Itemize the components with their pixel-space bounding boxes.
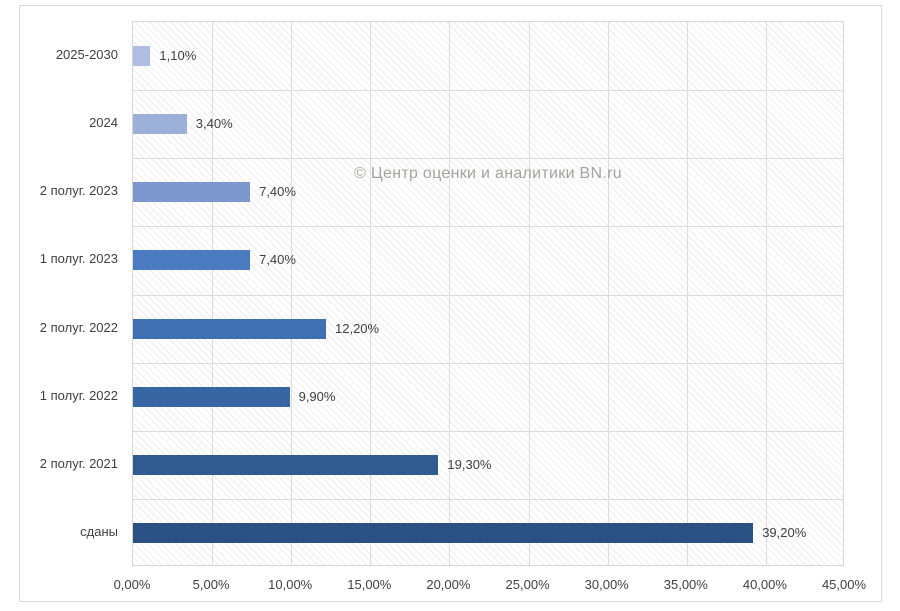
vertical-gridline <box>212 22 214 565</box>
chart-frame: © Центр оценки и аналитики BN.ru 1,10% 3,4… <box>19 5 882 602</box>
x-tick-label: 10,00% <box>268 577 313 592</box>
horizontal-gridline <box>133 362 843 364</box>
bar-2024 <box>133 114 187 135</box>
x-tick-label: 45,00% <box>821 577 867 592</box>
value-label: 7,40% <box>259 184 296 200</box>
x-tick-label: 25,00% <box>505 577 550 592</box>
horizontal-gridline <box>133 294 843 296</box>
vertical-gridline <box>370 22 372 565</box>
category-label: 2 полуг. 2021 <box>39 455 118 471</box>
category-label: 1 полуг. 2023 <box>39 251 118 267</box>
bar-2025-2030 <box>133 46 151 67</box>
bar-1-полуг-2022 <box>133 386 290 407</box>
bar-2-полуг-2022 <box>133 318 326 339</box>
vertical-gridline <box>607 22 609 565</box>
horizontal-gridline <box>133 498 843 500</box>
horizontal-gridline <box>133 90 843 92</box>
category-label: 2 полуг. 2023 <box>39 183 118 199</box>
horizontal-gridline <box>133 430 843 432</box>
value-label: 39,20% <box>762 524 807 540</box>
category-label: 2024 <box>89 115 118 131</box>
vertical-gridline <box>528 22 530 565</box>
x-tick-label: 5,00% <box>192 577 230 592</box>
value-label: 7,40% <box>259 252 296 268</box>
value-label: 12,20% <box>335 320 380 336</box>
bar-2-полуг-2021 <box>133 454 439 475</box>
x-tick-label: 30,00% <box>584 577 629 592</box>
vertical-gridline <box>765 22 767 565</box>
x-tick-label: 20,00% <box>426 577 471 592</box>
category-label: сданы <box>80 523 118 539</box>
horizontal-gridline <box>133 158 843 160</box>
category-label: 1 полуг. 2022 <box>39 387 118 403</box>
bar-2-полуг-2023 <box>133 182 251 203</box>
watermark: © Центр оценки и аналитики BN.ru <box>354 165 622 182</box>
x-tick-label: 0,00% <box>113 577 151 592</box>
category-label: 2 полуг. 2022 <box>39 319 118 335</box>
value-label: 1,10% <box>159 48 197 64</box>
category-label: 2025-2030 <box>55 47 118 63</box>
x-tick-label: 40,00% <box>742 577 787 592</box>
plot-area: © Центр оценки и аналитики BN.ru 1,10% 3,4… <box>132 21 844 566</box>
bar-сданы <box>133 522 754 543</box>
value-label: 3,40% <box>195 116 233 132</box>
x-tick-label: 35,00% <box>663 577 708 592</box>
vertical-gridline <box>449 22 451 565</box>
x-tick-label: 15,00% <box>347 577 392 592</box>
bar-1-полуг-2023 <box>133 250 251 271</box>
value-label: 19,30% <box>447 456 492 472</box>
vertical-gridline <box>686 22 688 565</box>
vertical-gridline <box>291 22 293 565</box>
horizontal-gridline <box>133 226 843 228</box>
value-label: 9,90% <box>298 388 336 404</box>
